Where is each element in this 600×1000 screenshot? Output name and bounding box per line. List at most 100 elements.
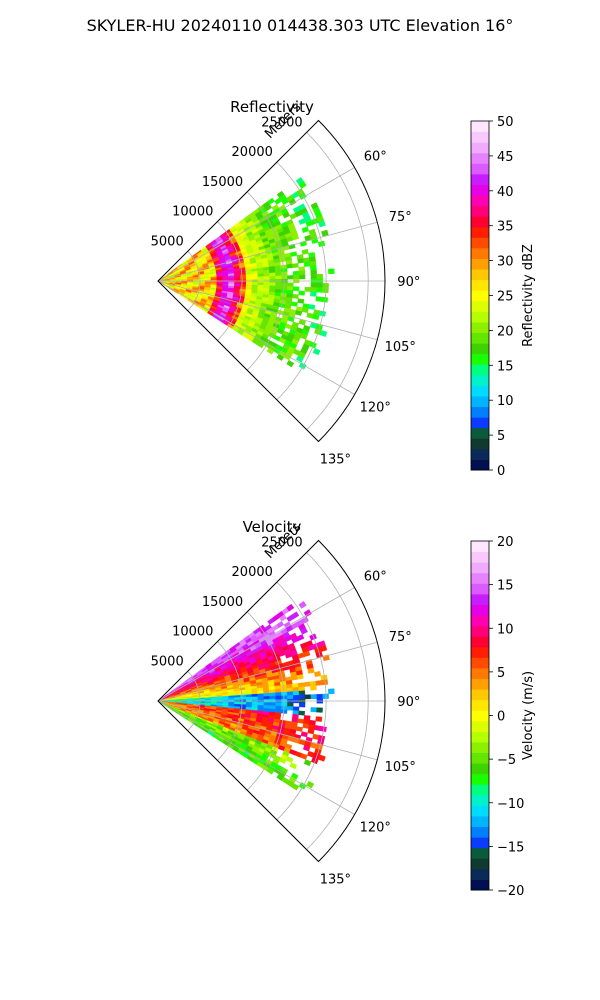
echo-cell — [293, 274, 300, 280]
echo-cell — [316, 283, 323, 289]
echo-cell — [319, 725, 327, 733]
echo-cell — [263, 692, 270, 697]
colorbar-tick-label: 25 — [497, 290, 514, 305]
echo-cell — [310, 694, 318, 700]
azimuth-tick-label: 105° — [385, 340, 416, 355]
echo-cell — [298, 362, 307, 370]
colorbar-swatch — [471, 551, 489, 563]
echo-cell — [316, 707, 323, 713]
echo-cell — [287, 282, 294, 287]
colorbar-swatch — [471, 142, 489, 154]
echo-cell — [319, 330, 328, 337]
echo-cell — [269, 275, 276, 280]
colorbar-swatch — [471, 572, 489, 584]
colorbar-swatch — [471, 216, 489, 228]
echo-field — [157, 176, 335, 370]
colorbar-swatch — [471, 205, 489, 217]
echo-cell — [266, 347, 275, 355]
polar-panel-reflectivity: Reflectivity 5000 10000 15000 20000 25000 60° 7… — [151, 98, 536, 479]
echo-cell — [286, 603, 295, 612]
echo-cell — [234, 277, 241, 281]
echo-cell — [278, 757, 287, 765]
colorbar-tick-label: 20 — [497, 324, 514, 339]
colorbar-tick-label: 15 — [497, 579, 514, 594]
echo-cell — [292, 686, 300, 692]
colorbar-swatch — [471, 374, 489, 386]
colorbar-tick-label: −15 — [497, 840, 524, 855]
echo-cell — [257, 702, 265, 706]
colorbar-swatch — [471, 868, 489, 880]
echo-cell — [315, 680, 323, 686]
echo-cell — [300, 627, 308, 635]
colorbar: −20 −15 −10 −5 0 5 10 15 20 Velocity (m/s) — [470, 535, 536, 899]
echo-cell — [222, 277, 229, 281]
echo-cell — [297, 258, 305, 264]
azimuth-grid-line — [157, 587, 355, 702]
azimuth-tick-label: 105° — [385, 760, 416, 775]
echo-cell — [275, 705, 282, 710]
colorbar: 0 5 10 15 20 25 30 35 40 45 50 Reflectivity dBZ — [470, 115, 536, 479]
echo-cell — [275, 285, 282, 290]
echo-cell — [319, 645, 328, 652]
echo-cell — [328, 688, 335, 695]
echo-cell — [298, 690, 306, 696]
colorbar-swatch — [471, 121, 489, 133]
colorbar-swatch — [471, 784, 489, 796]
echo-cell — [290, 675, 298, 681]
colorbar-tick-label: 15 — [497, 359, 514, 374]
azimuth-tick-label: 135° — [320, 452, 351, 467]
echo-cell — [228, 277, 235, 281]
range-tick-label: 15000 — [202, 595, 243, 610]
echo-cell — [316, 693, 323, 699]
polar-panel-velocity: Velocity 5000 10000 15000 20000 25000 60° 75° 90… — [151, 518, 536, 899]
echo-cell — [321, 679, 329, 686]
echo-cell — [292, 270, 300, 276]
azimuth-tick-label: 90° — [397, 275, 420, 290]
echo-cell — [269, 269, 276, 274]
azimuth-grid-line — [157, 280, 378, 341]
echo-cell — [286, 359, 295, 368]
colorbar-swatch — [471, 805, 489, 817]
azimuth-tick-label: 120° — [360, 820, 391, 835]
echo-cell — [269, 272, 276, 277]
echo-cell — [300, 753, 308, 760]
echo-cell — [256, 341, 264, 349]
echo-cell — [269, 695, 276, 700]
colorbar-swatch — [471, 353, 489, 365]
echo-cell — [310, 707, 317, 713]
echo-cell — [269, 689, 276, 694]
echo-cell — [310, 291, 317, 297]
echo-cell — [312, 347, 321, 356]
echo-cell — [245, 694, 253, 698]
echo-cell — [296, 674, 304, 680]
echo-cell — [297, 298, 305, 304]
azimuth-tick-label: 60° — [364, 570, 387, 585]
colorbar-swatch — [471, 678, 489, 690]
echo-cell — [292, 706, 300, 712]
colorbar-swatch — [471, 417, 489, 429]
colorbar-swatch — [471, 395, 489, 408]
colorbar-swatch — [471, 459, 489, 471]
echo-cell — [257, 276, 265, 280]
echo-cell — [275, 275, 282, 280]
echo-cell — [289, 762, 298, 770]
echo-cell — [307, 728, 315, 735]
colorbar-swatch — [471, 752, 489, 764]
azimuth-tick-label: 75° — [389, 630, 412, 645]
colorbar-swatch — [471, 195, 489, 207]
echo-cell — [291, 783, 300, 791]
colorbar-tick-label: 0 — [497, 464, 505, 479]
echo-cell — [245, 696, 253, 700]
colorbar-swatch — [471, 720, 489, 732]
colorbar-swatch — [471, 279, 489, 291]
echo-cell — [263, 276, 271, 280]
colorbar-swatch — [471, 837, 489, 849]
sector-outline — [157, 119, 386, 443]
echo-cell — [321, 296, 329, 303]
colorbar-swatch — [471, 438, 489, 450]
colorbar-swatch — [471, 226, 489, 238]
echo-cell — [286, 286, 294, 291]
echo-cell — [263, 282, 271, 286]
colorbar-swatch — [471, 300, 489, 312]
range-tick-label: 5000 — [151, 234, 184, 249]
